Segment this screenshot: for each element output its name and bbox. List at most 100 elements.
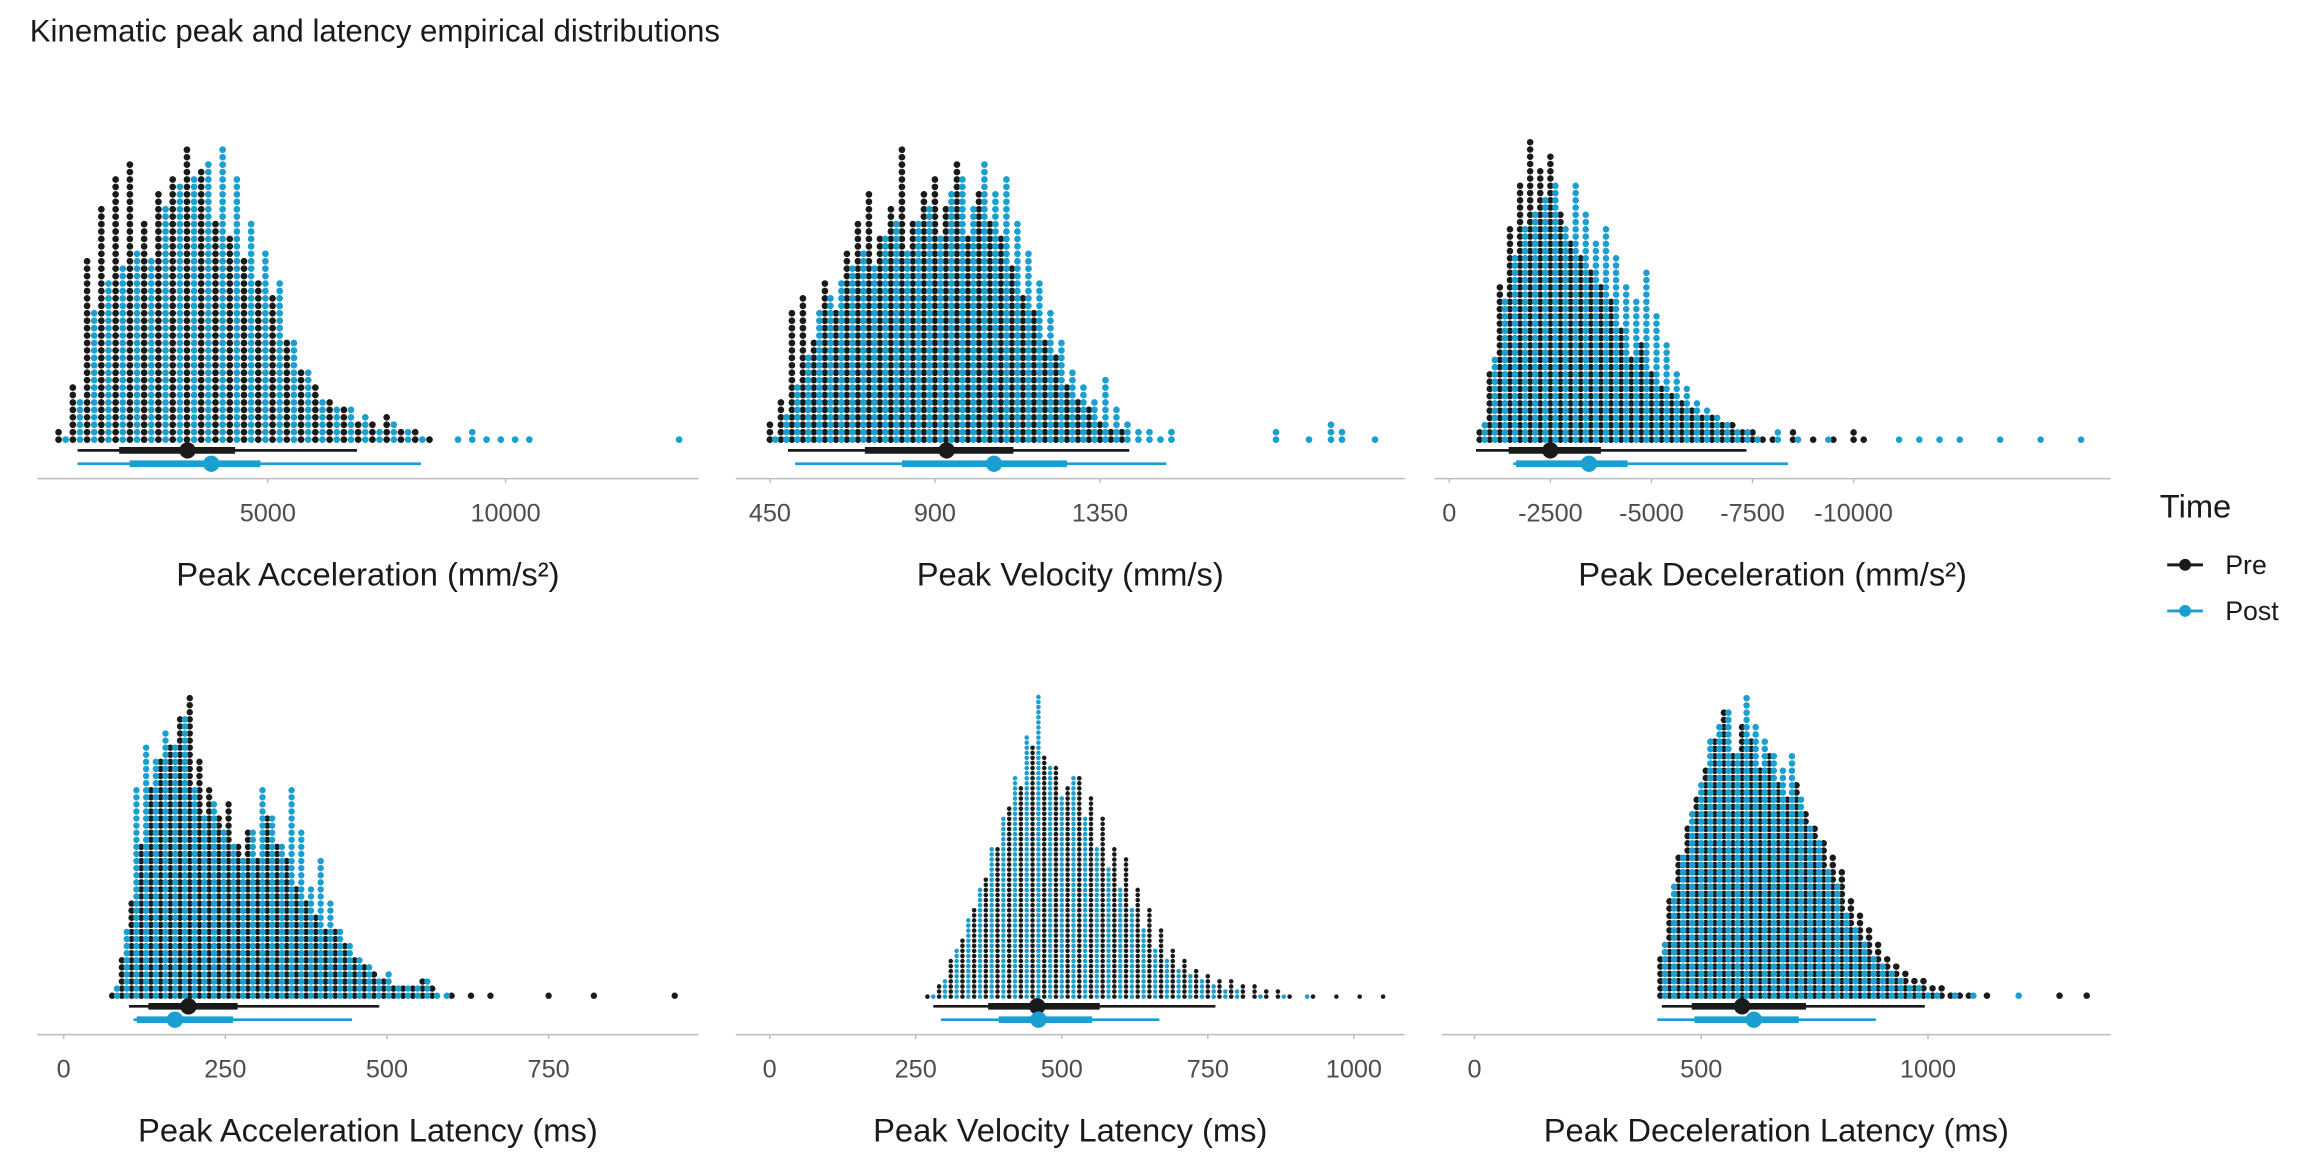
dot	[1739, 429, 1746, 436]
dot	[196, 914, 203, 921]
dot	[254, 907, 261, 914]
dot	[112, 339, 119, 347]
dot	[298, 992, 305, 999]
dot	[147, 949, 155, 957]
dot	[212, 428, 219, 436]
dot	[346, 978, 353, 985]
dot	[1537, 327, 1544, 335]
dot	[915, 347, 922, 354]
dot	[90, 391, 98, 399]
dot	[931, 361, 939, 369]
dot	[788, 421, 796, 429]
dot-column	[397, 428, 405, 443]
dot	[1734, 436, 1741, 443]
dot	[936, 984, 942, 989]
dot	[937, 361, 944, 369]
dot	[975, 406, 983, 414]
dot	[147, 406, 155, 414]
dot	[181, 957, 189, 964]
dot	[133, 921, 140, 929]
dot	[1653, 371, 1660, 378]
dot	[953, 243, 961, 250]
dot	[1272, 428, 1280, 436]
dot	[1582, 233, 1590, 240]
dot	[1627, 429, 1635, 436]
dot	[176, 900, 184, 907]
dot	[298, 879, 305, 886]
dot	[794, 436, 801, 443]
dot	[810, 384, 818, 391]
dot	[887, 309, 895, 317]
dot	[1008, 317, 1016, 325]
dot	[140, 354, 148, 362]
dot	[259, 921, 266, 929]
dot	[915, 406, 922, 414]
dot	[157, 808, 164, 815]
dot	[196, 949, 203, 957]
dot	[262, 413, 269, 421]
dot	[167, 808, 174, 815]
dot-column	[354, 421, 362, 443]
dot	[133, 250, 141, 258]
dot	[264, 985, 271, 992]
dot	[986, 302, 994, 310]
dot	[1542, 218, 1549, 226]
dot	[304, 384, 312, 391]
dot	[205, 369, 212, 377]
dot	[843, 384, 851, 391]
dot	[1531, 255, 1539, 262]
dot	[126, 436, 134, 443]
dot	[142, 808, 150, 815]
dot	[986, 384, 994, 391]
dot	[105, 287, 112, 295]
dot	[83, 421, 91, 429]
dot	[992, 295, 999, 302]
dot	[112, 376, 119, 384]
dot	[157, 900, 164, 907]
dot	[1643, 429, 1650, 436]
dot	[893, 220, 900, 228]
dot	[1567, 334, 1574, 342]
dot	[278, 893, 286, 900]
dot	[254, 964, 261, 971]
dot	[83, 324, 91, 332]
dot	[112, 302, 119, 310]
dot	[181, 723, 189, 730]
dot	[205, 205, 212, 213]
dot	[273, 935, 281, 943]
dot	[953, 228, 961, 235]
dot	[849, 406, 856, 414]
dot	[83, 399, 91, 406]
dot	[810, 413, 818, 421]
dot	[219, 250, 226, 258]
dot	[210, 971, 218, 978]
dot	[843, 280, 851, 287]
dot	[1658, 421, 1665, 429]
dot	[1627, 436, 1635, 443]
dot	[220, 836, 227, 843]
dot	[191, 794, 198, 801]
dot	[1124, 436, 1131, 443]
dot	[205, 198, 212, 206]
dot	[239, 985, 247, 992]
dot	[233, 280, 241, 287]
dot	[1622, 363, 1630, 371]
dot-column	[816, 309, 823, 443]
dot	[1030, 406, 1038, 414]
dot	[975, 317, 983, 325]
dot	[254, 421, 262, 429]
dot	[1693, 436, 1701, 443]
dot	[942, 354, 950, 362]
dot	[860, 332, 867, 339]
dot	[273, 864, 281, 872]
dot	[288, 822, 295, 829]
dot	[1521, 276, 1529, 284]
dot	[293, 971, 300, 978]
dot	[142, 787, 150, 794]
dot	[128, 992, 135, 999]
dot	[971, 994, 977, 999]
dot	[385, 992, 392, 999]
dot	[810, 399, 818, 406]
dot	[1547, 262, 1554, 269]
dot	[385, 985, 392, 992]
